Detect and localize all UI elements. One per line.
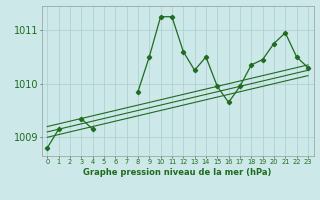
X-axis label: Graphe pression niveau de la mer (hPa): Graphe pression niveau de la mer (hPa)	[84, 168, 272, 177]
